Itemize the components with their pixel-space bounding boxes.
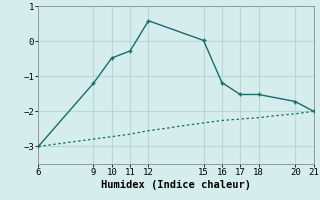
X-axis label: Humidex (Indice chaleur): Humidex (Indice chaleur) — [101, 180, 251, 190]
